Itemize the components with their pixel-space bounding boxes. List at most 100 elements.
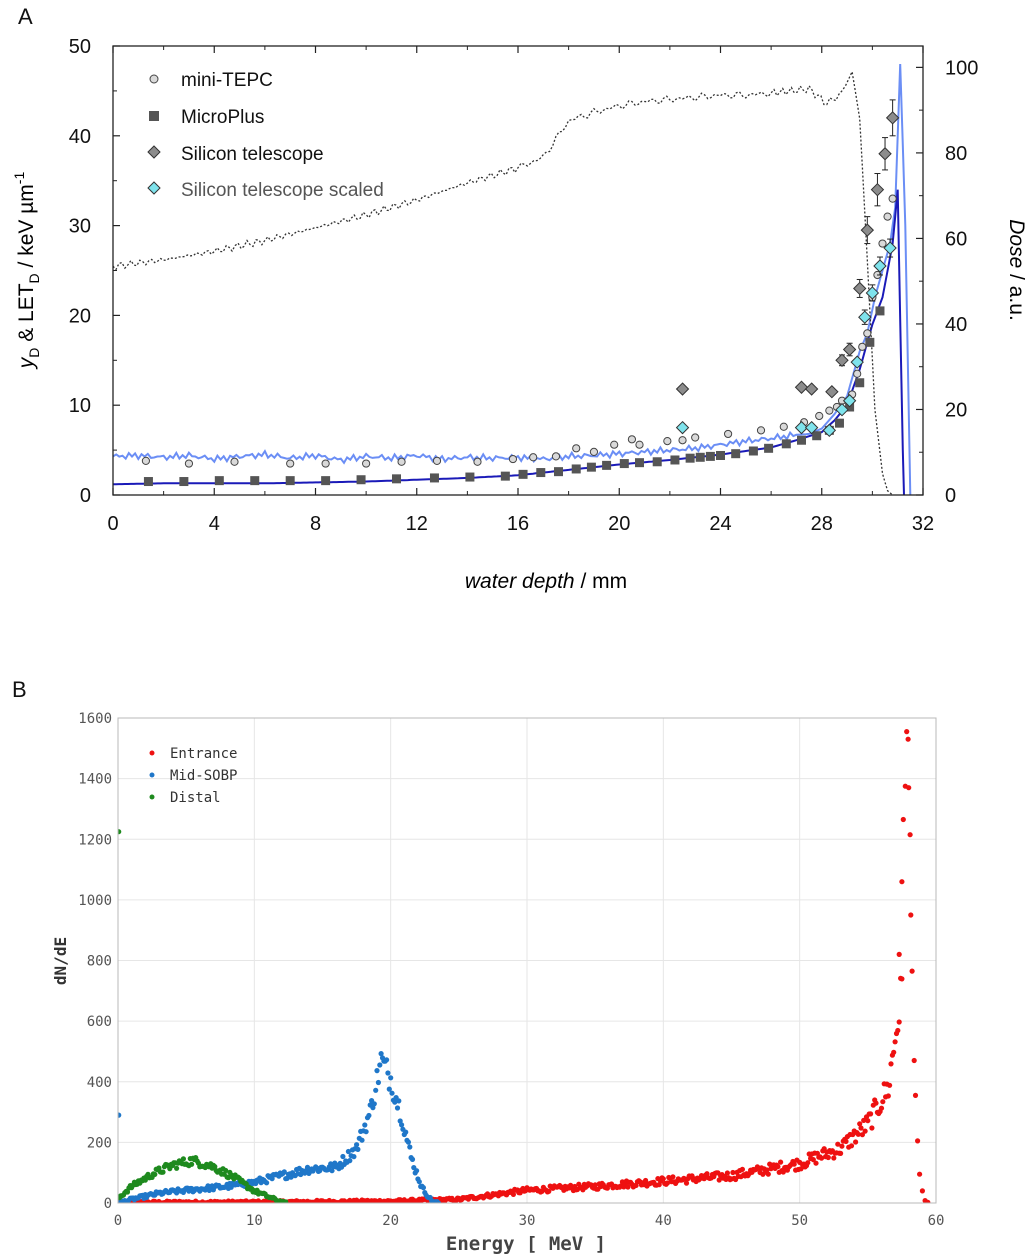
point-mini-tepc [397,457,406,466]
point-entrance [855,1131,861,1137]
point-entrance [888,1061,894,1067]
point-microplus [652,457,662,467]
point-mini-tepc [756,426,766,435]
point-mid-sobp [416,1179,422,1185]
point-entrance [643,1177,649,1184]
point-mid-sobp [403,1129,409,1135]
point-entrance [887,1082,893,1088]
point-mid-sobp [264,1180,270,1186]
point-mid-sobp [414,1168,420,1174]
point-microplus [571,464,581,474]
point-mini-tepc [529,453,538,462]
legend-label-entrance: Entrance [170,746,237,762]
panel-b-label: B [12,677,27,702]
point-mini-tepc [141,456,151,465]
y2-tick-label: 100 [945,57,978,79]
point-mini-tepc [858,342,867,351]
point-mini-tepc [723,429,733,439]
chart-a-x-ticks: 0 4 8 12 16 20 24 28 32 [107,46,934,535]
point-entrance [716,1177,722,1183]
point-silicon-telescope-scaled [842,394,857,408]
point-mid-sobp [374,1068,380,1074]
point-silicon-telescope [878,147,892,161]
point-entrance [730,1169,736,1176]
point-entrance [805,1160,811,1166]
point-silicon-telescope [885,111,900,125]
y-tick-label: 400 [87,1075,112,1091]
point-entrance [724,1170,731,1176]
point-mini-tepc [610,440,619,449]
point-entrance [861,1117,867,1123]
point-entrance [905,736,911,742]
point-mid-sobp [385,1070,391,1076]
point-microplus [518,469,528,479]
point-entrance [546,1188,552,1194]
point-mini-tepc [883,212,892,221]
point-microplus [670,455,680,465]
point-mini-tepc [432,456,442,465]
point-entrance [739,1166,746,1172]
point-microplus [214,476,224,486]
point-entrance [909,968,915,974]
chart-a-x-label: water depth / mm [465,570,627,593]
legend-label-distal: Distal [170,790,221,806]
x-tick-label: 28 [811,513,833,535]
point-entrance [660,1176,666,1182]
point-mid-sobp [340,1153,346,1160]
point-microplus [731,449,741,459]
chart-b-y-label: dN/dE [51,937,70,985]
x-tick-label: 20 [382,1213,399,1229]
x-tick-label: 16 [507,513,529,535]
point-entrance [765,1171,771,1177]
point-entrance [858,1125,864,1131]
point-microplus [685,453,695,463]
point-mini-tepc [863,329,872,338]
y-tick-label: 600 [87,1014,112,1030]
point-silicon-telescope-scaled [873,259,887,273]
point-distal [212,1164,218,1170]
x-tick-label: 12 [406,513,428,535]
point-mid-sobp [378,1051,384,1057]
point-mini-tepc [508,454,518,464]
x-tick-label: 30 [519,1213,536,1229]
point-entrance [510,1191,516,1197]
point-microplus [500,471,510,481]
point-mid-sobp [269,1176,275,1182]
line-light-blue-calculated-line [113,63,912,495]
point-distal [124,1189,131,1195]
point-microplus [179,477,189,487]
chart-b-y-ticks: 0 200 400 600 800 1000 1200 1400 1600 [78,711,112,1212]
point-mini-tepc [362,459,371,468]
point-mid-sobp [388,1075,394,1081]
y-tick-label: 200 [87,1135,112,1151]
point-entrance [791,1161,797,1167]
point-entrance [911,1057,917,1064]
point-microplus [586,462,596,472]
x-tick-label: 20 [608,513,630,535]
y-tick-label: 30 [69,216,91,238]
point-silicon-telescope-scaled [850,355,864,369]
point-entrance [878,1105,885,1111]
point-entrance [810,1157,816,1163]
point-mini-tepc [230,457,239,466]
point-mini-tepc [321,459,330,468]
point-entrance [919,1188,926,1194]
point-distal [160,1169,166,1175]
point-mid-sobp [373,1087,379,1093]
point-entrance [592,1182,598,1188]
point-silicon-telescope [860,223,875,237]
chart-a-legend: mini-TEPC MicroPlus Silicon telescope Si… [147,70,384,201]
point-microplus [429,473,439,483]
chart-a-lines [113,63,912,495]
point-mid-sobp [399,1122,405,1128]
point-mid-sobp [359,1137,365,1143]
point-entrance [683,1180,690,1186]
point-microplus [392,474,401,484]
point-microplus [748,446,758,456]
y2-tick-label: 20 [945,399,967,421]
legend-label-mid-sobp: Mid-SOBP [170,768,237,784]
y-tick-label: 50 [69,36,91,58]
point-mid-sobp [405,1139,411,1145]
point-mid-sobp [366,1112,372,1119]
